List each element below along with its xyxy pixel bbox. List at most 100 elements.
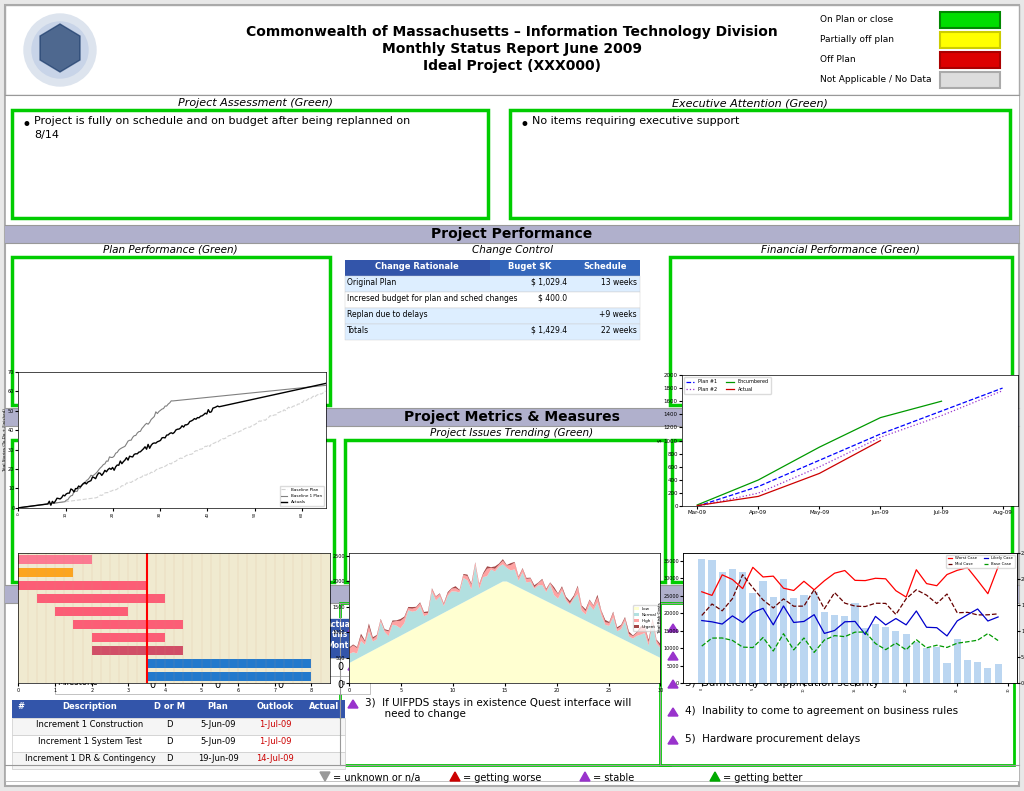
Text: 3: 3 <box>276 662 283 672</box>
Worst Case <box>787 585 800 595</box>
Worst Case <box>931 581 943 590</box>
Bar <box>750 592 757 683</box>
Bar <box>672 440 1012 582</box>
Polygon shape <box>668 708 678 716</box>
Text: D or M: D or M <box>154 702 184 711</box>
Text: 0: 0 <box>214 680 220 690</box>
Worst Case <box>818 576 830 585</box>
Polygon shape <box>668 680 678 688</box>
Text: D: D <box>166 737 172 746</box>
Bar <box>660 603 1014 765</box>
Text: Change Rationale: Change Rationale <box>375 262 459 271</box>
Text: 5)  Hardware procurement delays: 5) Hardware procurement delays <box>685 734 860 744</box>
Text: 1)  Update SSA Agreement period: 1) Update SSA Agreement period <box>365 622 542 632</box>
Likely Case <box>972 604 984 614</box>
Likely Case <box>931 623 943 633</box>
Bar <box>55 607 128 616</box>
Text: Project Assessment (Green): Project Assessment (Green) <box>177 98 333 108</box>
Text: Plan Performance (Green): Plan Performance (Green) <box>102 245 238 255</box>
Bar <box>940 12 1000 28</box>
Plan #1 <box>813 456 825 465</box>
Likely Case <box>767 620 779 630</box>
Text: Project is fully on schedule and on budget after being replanned on: Project is fully on schedule and on budg… <box>34 116 411 126</box>
Bar <box>74 620 183 630</box>
Bar <box>345 260 640 276</box>
Plan #2 <box>753 488 765 498</box>
Text: Deliverables Status/Outlook: Deliverables Status/Outlook <box>97 606 253 616</box>
Text: $ 400.0: $ 400.0 <box>538 294 567 303</box>
Bar <box>5 225 1019 243</box>
Worst Case <box>746 562 759 572</box>
Text: = unknown or n/a: = unknown or n/a <box>333 773 421 783</box>
Text: Off Plan: Off Plan <box>820 55 856 64</box>
Plan #2 <box>874 433 887 442</box>
Plan #1 <box>753 482 765 491</box>
Bar <box>12 735 345 752</box>
Bar <box>902 634 909 683</box>
Text: Commonwealth of Massachusetts – Information Technology Division: Commonwealth of Massachusetts – Informat… <box>246 25 778 39</box>
Text: = getting worse: = getting worse <box>463 773 542 783</box>
Text: 0: 0 <box>337 662 343 672</box>
Base Case <box>890 638 902 648</box>
Base Case <box>839 632 851 642</box>
Polygon shape <box>319 772 330 781</box>
Bar <box>974 662 981 683</box>
Bar <box>12 440 334 582</box>
Text: 1)  IV&V Vendor involvement impacting project focus: 1) IV&V Vendor involvement impacting pro… <box>685 622 962 632</box>
Bar <box>923 648 930 683</box>
Text: Not Applicable / No Data: Not Applicable / No Data <box>820 75 932 84</box>
Base Case <box>818 635 830 645</box>
Text: Totals: Totals <box>347 326 369 335</box>
Mid Case <box>869 599 882 608</box>
Polygon shape <box>668 624 678 632</box>
Actual <box>874 436 887 445</box>
Likely Case <box>777 601 790 611</box>
Y-axis label: $: $ <box>657 439 663 442</box>
Bar <box>698 559 706 683</box>
Mid Case <box>859 602 871 611</box>
Text: Change Control: Change Control <box>471 245 553 255</box>
Base Case <box>972 635 984 645</box>
Text: Project Risks Trending (Green): Project Risks Trending (Green) <box>761 428 919 438</box>
Likely Case <box>798 617 810 626</box>
Bar <box>55 658 370 676</box>
Bar <box>770 597 777 683</box>
Text: Buget $K: Buget $K <box>508 262 552 271</box>
Line: Actual: Actual <box>697 441 881 505</box>
Text: On Plan or close: On Plan or close <box>820 15 893 24</box>
Bar <box>345 276 640 292</box>
Bar <box>55 676 370 694</box>
Text: Project Issues Trending (Green): Project Issues Trending (Green) <box>430 428 594 438</box>
Plan #2 <box>996 386 1009 396</box>
Likely Case <box>818 629 830 638</box>
Line: Plan #1: Plan #1 <box>697 388 1002 506</box>
Legend: Baseline Plan, Baseline 1 Plan, Actuals: Baseline Plan, Baseline 1 Plan, Actuals <box>280 486 324 505</box>
Mid Case <box>910 585 923 595</box>
Bar <box>345 324 640 340</box>
Text: Top Issues: Top Issues <box>471 608 540 621</box>
Text: 3)  Sufficiency of application security: 3) Sufficiency of application security <box>685 678 880 688</box>
Worst Case <box>890 586 902 596</box>
Base Case <box>808 648 820 657</box>
Worst Case <box>695 587 708 596</box>
Text: No items requiring executive support: No items requiring executive support <box>532 116 739 126</box>
Worst Case <box>859 576 871 585</box>
Line: Base Case: Base Case <box>701 632 998 653</box>
Bar <box>18 581 146 590</box>
Plan #2 <box>813 462 825 471</box>
Base Case <box>736 642 749 652</box>
Bar <box>670 257 1012 405</box>
Base Case <box>746 643 759 653</box>
Text: 8/14: 8/14 <box>34 130 59 140</box>
Bar <box>811 592 818 683</box>
Text: 3)  If UIFPDS stays in existence Quest interface will: 3) If UIFPDS stays in existence Quest in… <box>365 698 632 708</box>
Worst Case <box>798 577 810 586</box>
Bar <box>964 660 971 683</box>
Likely Case <box>982 616 994 626</box>
Text: 22 weeks: 22 weeks <box>601 326 637 335</box>
Circle shape <box>32 22 88 78</box>
Text: Financial Performance (Green): Financial Performance (Green) <box>761 245 920 255</box>
Bar <box>780 579 787 683</box>
Bar <box>791 599 798 683</box>
Bar <box>821 611 828 683</box>
